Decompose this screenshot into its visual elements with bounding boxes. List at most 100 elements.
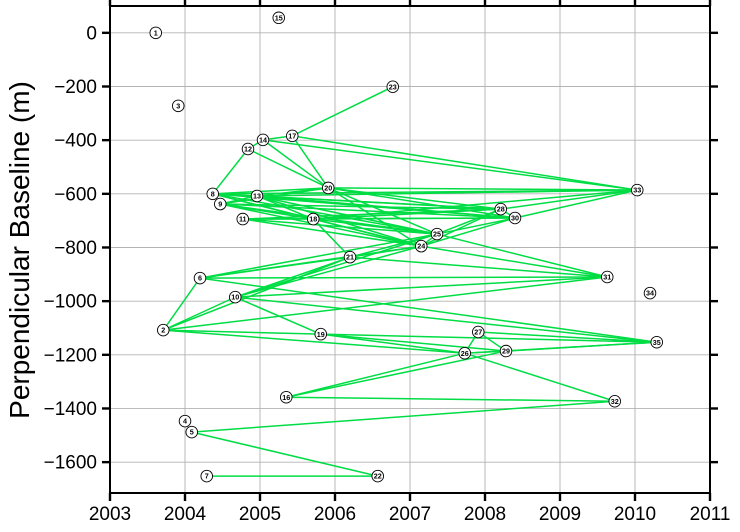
data-point	[228, 290, 242, 304]
data-point	[322, 181, 335, 195]
data-point-label: 14	[259, 135, 267, 144]
data-point	[631, 183, 644, 197]
data-point	[458, 346, 472, 360]
data-point-label: 11	[239, 215, 247, 224]
data-point-label: 33	[633, 186, 641, 195]
pair-line	[163, 329, 465, 354]
data-point	[206, 187, 219, 201]
data-point	[280, 390, 293, 404]
data-point-label: 7	[205, 472, 209, 481]
pair-line	[328, 187, 516, 219]
data-point-label: 4	[183, 417, 187, 426]
pair-line	[478, 331, 657, 343]
data-point-label: 1	[154, 28, 158, 37]
pair-line	[262, 139, 329, 189]
pair-line	[256, 195, 516, 219]
x-tick-label: 2005	[239, 504, 281, 525]
pair-line	[320, 333, 465, 354]
pair-line	[327, 187, 422, 247]
pair-line	[500, 189, 638, 210]
data-point-label: 28	[497, 205, 505, 214]
data-point-label: 6	[198, 274, 202, 283]
pair-line	[162, 277, 201, 331]
pair-line	[212, 148, 249, 195]
pair-line	[199, 233, 438, 279]
data-point-label: 34	[646, 289, 654, 298]
data-point	[185, 425, 198, 439]
y-tick-label: −1600	[44, 453, 97, 474]
pair-line	[220, 203, 516, 219]
pair-line	[256, 187, 329, 197]
data-point-label: 12	[244, 145, 252, 154]
pair-line	[291, 86, 394, 137]
data-point-label: 9	[218, 200, 222, 209]
pair-line	[286, 396, 615, 402]
data-point	[149, 26, 162, 40]
data-point	[178, 414, 192, 428]
data-point-label: 16	[282, 393, 290, 402]
pair-line	[313, 218, 438, 235]
x-tick-label: 2010	[614, 504, 656, 525]
x-tick-label: 2006	[314, 504, 356, 525]
pair-line	[313, 189, 638, 220]
x-tick-label: 2003	[89, 504, 131, 525]
pair-line	[256, 195, 438, 235]
data-point-label: 21	[346, 253, 354, 262]
pair-line	[199, 276, 608, 279]
pair-line	[191, 400, 615, 433]
pair-line	[320, 333, 657, 343]
y-tick-label: −1200	[44, 345, 97, 366]
pair-line	[163, 329, 321, 335]
pair-line	[212, 187, 329, 195]
pair-line	[420, 208, 502, 247]
data-point	[650, 335, 664, 349]
pair-line	[256, 195, 501, 210]
data-point	[508, 211, 522, 225]
data-point	[200, 469, 213, 483]
pair-line	[514, 189, 638, 219]
data-point-label: 13	[253, 192, 261, 201]
pair-line	[328, 187, 638, 191]
pair-line	[436, 208, 502, 235]
pair-line	[421, 245, 608, 278]
pair-line	[247, 148, 329, 189]
data-point-label: 2	[161, 326, 165, 335]
data-point-label: 29	[502, 347, 510, 356]
pair-line	[191, 431, 378, 477]
pair-line	[349, 256, 608, 278]
data-point-label: 19	[317, 330, 325, 339]
pair-line	[199, 245, 422, 279]
data-point-label: 23	[389, 82, 397, 91]
data-point	[286, 129, 299, 143]
data-point-label: 18	[309, 215, 317, 224]
data-point-label: 20	[324, 184, 332, 193]
pair-line	[327, 187, 438, 235]
data-point	[213, 197, 227, 211]
y-tick-label: −200	[54, 77, 97, 98]
y-tick-label: −800	[54, 238, 97, 259]
pair-line	[286, 352, 465, 398]
pair-line	[421, 217, 516, 247]
data-point	[601, 270, 614, 284]
pair-line	[199, 277, 657, 343]
pair-line	[291, 135, 329, 189]
data-point-label: 15	[275, 13, 283, 22]
data-point	[494, 202, 508, 216]
data-point	[171, 99, 185, 113]
data-point-label: 24	[417, 242, 425, 251]
data-point-label: 22	[374, 472, 382, 481]
y-tick-label: −1400	[44, 399, 97, 420]
data-point	[193, 271, 207, 285]
pair-line	[464, 352, 615, 402]
pair-line	[286, 350, 507, 398]
data-point-label: 25	[433, 230, 441, 239]
data-point	[241, 142, 255, 156]
pair-line	[235, 296, 657, 343]
x-tick-label: 2007	[389, 504, 431, 525]
data-point-label: 5	[190, 428, 194, 437]
y-tick-label: −400	[54, 131, 97, 152]
pair-line	[256, 189, 638, 197]
data-point-label: 35	[653, 338, 661, 347]
